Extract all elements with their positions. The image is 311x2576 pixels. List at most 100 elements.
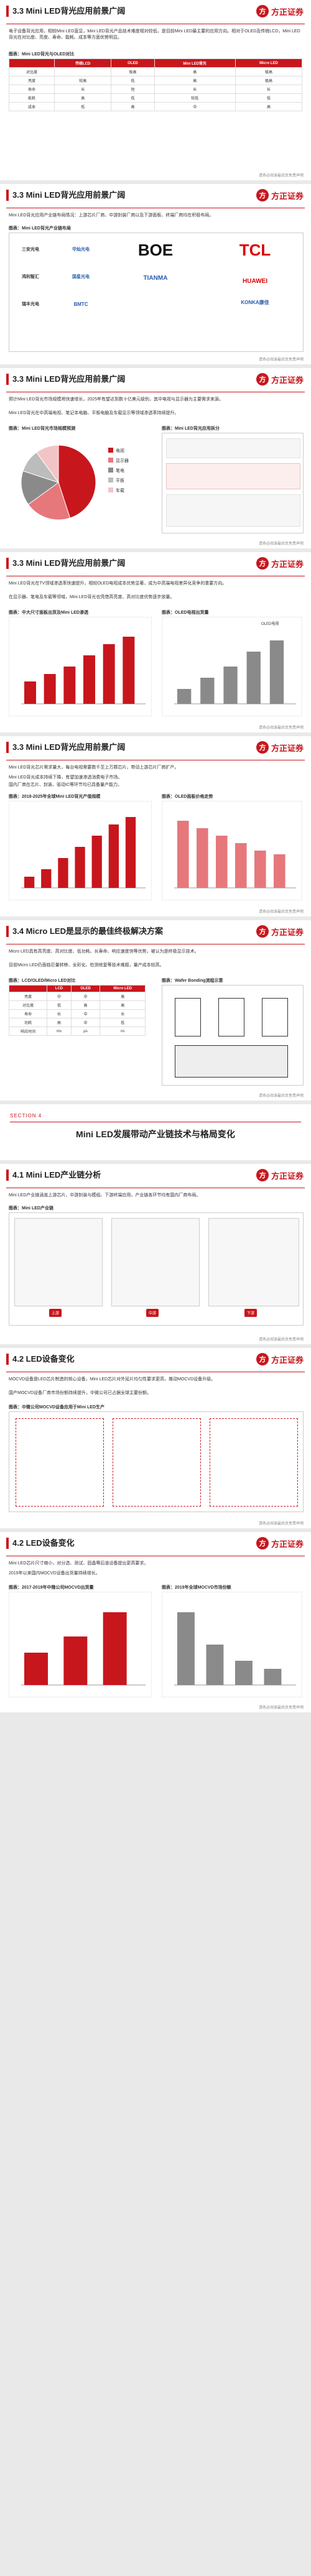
text-block <box>166 494 300 527</box>
company-logo: 鸿利智汇 <box>22 275 39 279</box>
bar <box>75 847 85 888</box>
table-row: 寿命长中长 <box>8 1009 146 1018</box>
table-cell: 亮度 <box>8 992 48 1001</box>
table-cell: 高 <box>154 67 236 76</box>
table-caption: 图表：LCD/OLED/Micro LED对比 <box>9 979 76 983</box>
slide-4: 3.3 Mini LED背光应用前景广阔 方方正证券 Mini LED背光在TV… <box>0 552 311 732</box>
table-cell: 长 <box>47 1009 72 1018</box>
title-bar <box>6 926 9 937</box>
bar <box>123 637 135 704</box>
equipment-block <box>210 1418 298 1507</box>
legend-swatch <box>108 487 113 492</box>
table-cell: 高 <box>100 1000 146 1010</box>
bar <box>125 817 136 888</box>
table-cell: 高 <box>234 102 303 111</box>
brand-mark-icon: 方 <box>256 1537 269 1549</box>
table-cell: 寿命 <box>9 85 55 94</box>
mocvd-share-chart <box>162 1592 302 1697</box>
title-bar <box>6 6 9 17</box>
slide-title: 3.3 Mini LED背光应用前景广阔 <box>12 374 126 384</box>
application-breakdown <box>162 433 304 533</box>
table-cell: 高 <box>53 93 112 103</box>
table-cell: 极高 <box>234 76 303 85</box>
bar <box>103 644 115 704</box>
slide-title: 4.1 Mini LED产业链分析 <box>12 1170 101 1180</box>
table-header: OLED <box>111 58 155 68</box>
brand-mark-icon: 方 <box>256 1353 269 1365</box>
upstream-block <box>14 1218 103 1306</box>
slide-title: 3.3 Mini LED背光应用前景广阔 <box>12 558 126 568</box>
table-cell: 长 <box>234 85 303 94</box>
bar <box>58 858 68 888</box>
slide-title: 3.3 Mini LED背光应用前景广阔 <box>12 190 126 200</box>
bar <box>177 689 192 704</box>
table-cell: 功耗 <box>8 1018 48 1027</box>
micro-led-table: LCD OLED Micro LED 亮度中中高对比度低高高寿命长中长功耗高中低响应… <box>8 985 146 1036</box>
legend-swatch <box>108 478 113 482</box>
table-cell: 对比度 <box>8 1000 48 1010</box>
text-block <box>166 463 300 489</box>
figure-caption: 图表：Mini LED背光市场规模预测 <box>9 427 75 431</box>
title-bar <box>6 1538 9 1549</box>
table-cell: 高 <box>70 1000 101 1010</box>
figure-caption: 图表：OLED电视出货量 <box>162 611 209 615</box>
table-cell: 低 <box>47 1000 72 1010</box>
panel-bar-chart <box>9 617 152 716</box>
process-step <box>175 998 201 1036</box>
brand-mark-icon: 方 <box>256 557 269 570</box>
footer-text: 请务必阅读最后页免责声明 <box>258 1522 304 1526</box>
bullet-text: 预计Mini LED背光市场规模将快速增长，2025年有望达到数十亿美元级别，其… <box>9 397 223 402</box>
table-row: 功耗高中低 <box>8 1018 146 1027</box>
bar <box>264 1669 282 1685</box>
bullet-text: Mini LED背光成本持续下降，有望加速渗透消费电子市场。 <box>9 775 123 780</box>
bar <box>206 1645 224 1685</box>
pie-slice <box>36 445 59 484</box>
slide-1: 3.3 Mini LED背光应用前景广阔 方方正证券 电子设备背光应用，相较Mi… <box>0 0 311 180</box>
brand-logo: 方方正证券 <box>256 1168 304 1183</box>
slide-9: 4.2 LED设备变化 方方正证券 Mini LED芯片尺寸缩小，对分选、测试、… <box>0 1532 311 1712</box>
bullet-text: 在显示器、笔电及车载等领域，Mini LED背光也凭借高亮度、高对比度优势逐步放… <box>9 595 175 599</box>
brand-logo: 方方正证券 <box>256 924 304 939</box>
slide-header: 4.2 LED设备变化 方方正证券 <box>0 1532 311 1554</box>
title-bar <box>6 374 9 385</box>
table-cell: 低 <box>100 1018 146 1027</box>
bullet-text: 国内厂商在芯片、封装、驱动IC等环节均已具备量产能力。 <box>9 783 122 787</box>
footer-text: 请务必阅读最后页免责声明 <box>258 910 304 914</box>
table-cell: 中 <box>154 102 236 111</box>
table-cell: 成本 <box>9 102 55 111</box>
table-cell: ms <box>47 1027 72 1036</box>
bar <box>269 640 284 704</box>
title-bar <box>6 558 9 569</box>
footer-text: 请务必阅读最后页免责声明 <box>258 358 304 362</box>
company-logo: 瑞丰光电 <box>22 302 39 307</box>
bullet-text: Mini LED背光芯片需求量大，每台电视需要数千至上万颗芯片，带动上游芯片厂商… <box>9 765 179 770</box>
bar <box>91 836 102 888</box>
table-cell: 较低 <box>154 93 236 103</box>
table-cell: 能耗 <box>9 93 55 103</box>
table-cell: 寿命 <box>8 1009 48 1018</box>
table-row: 寿命长短长长 <box>9 85 303 94</box>
midstream-block <box>111 1218 200 1306</box>
legend-label: 平板 <box>116 478 124 483</box>
table-cell: 长 <box>154 85 236 94</box>
legend-label: 电视 <box>116 448 124 453</box>
slide-5: 3.3 Mini LED背光应用前景广阔 方方正证券 Mini LED背光芯片需… <box>0 736 311 916</box>
bar <box>197 828 208 888</box>
pie-slice <box>21 470 60 505</box>
bullet-text: 国产MOCVD设备厂商市场份额持续提升，中微公司已占据全球主要份额。 <box>9 1391 152 1395</box>
slide-title: 3.3 Mini LED背光应用前景广阔 <box>12 6 126 16</box>
brand-name: 方正证券 <box>271 743 304 753</box>
footer-text: 请务必阅读最后页免责声明 <box>258 542 304 546</box>
table-cell: 高 <box>47 1018 72 1027</box>
equipment-block <box>113 1418 201 1507</box>
table-cell: 极高 <box>234 67 303 76</box>
logo-grid: 三安光电 华灿光电 BOE TCL 鸿利智汇 国星光电 TIANMA HUAWE… <box>9 233 304 352</box>
industry-chain-diagram: 上游 中游 下游 <box>9 1212 304 1326</box>
bar <box>44 674 56 704</box>
bar <box>223 667 238 704</box>
table-cell: 中 <box>70 1018 101 1027</box>
brand-name: 方正证券 <box>271 927 304 937</box>
slide-header: 3.3 Mini LED背光应用前景广阔 方方正证券 <box>0 736 311 759</box>
slide-header: 3.3 Mini LED背光应用前景广阔 方方正证券 <box>0 552 311 575</box>
table-row: 亮度 较高低高极高 <box>9 76 303 85</box>
